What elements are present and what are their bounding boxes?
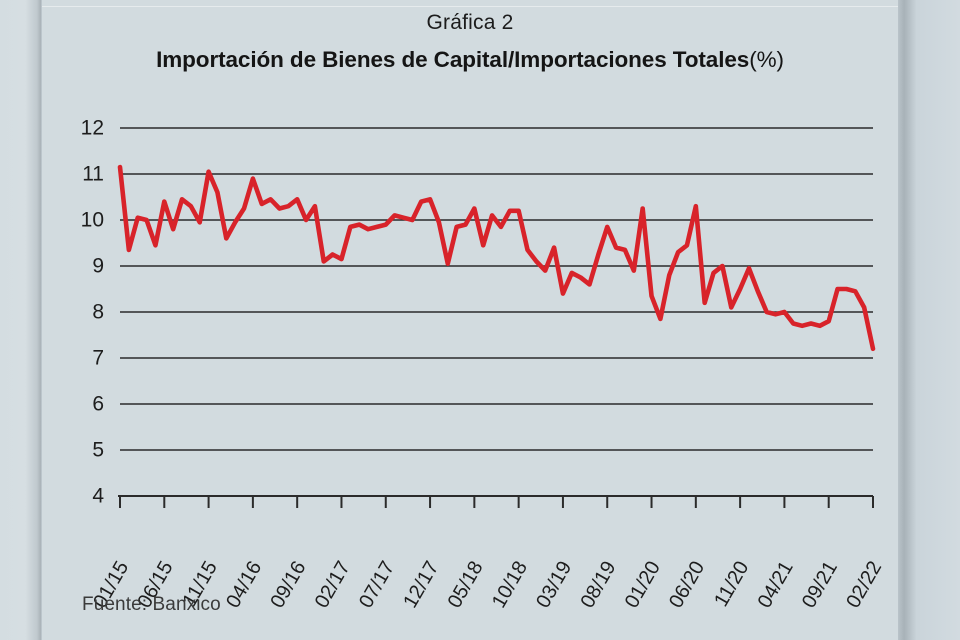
y-axis-tick-label: 9 — [92, 255, 104, 278]
chart-suptitle: Gráfica 2 — [426, 11, 514, 34]
x-axis-tick-label: 06/20 — [665, 558, 709, 612]
y-axis-tick-label: 7 — [92, 347, 104, 370]
gridlines-group — [120, 127, 873, 497]
y-axis-tick-label: 11 — [82, 163, 104, 186]
x-axis-tick-label: 07/17 — [355, 558, 399, 612]
chart-title-main: Importación de Bienes de Capital/Importa… — [156, 47, 750, 72]
x-axis-tick-label: 10/18 — [488, 558, 532, 612]
y-axis-tick-label: 10 — [81, 209, 104, 232]
y-axis-tick-label: 12 — [81, 117, 104, 140]
x-axis-tick-label: 12/17 — [399, 558, 443, 612]
x-axis-tick-label: 01/20 — [621, 558, 665, 612]
x-axis-tick-label: 03/19 — [532, 558, 576, 612]
x-axis-tick-label: 08/19 — [576, 558, 620, 612]
y-axis-tick-label: 4 — [92, 485, 104, 508]
page-gutter-left — [0, 0, 42, 640]
page-title: Importación de Bienes de Capital/Importa… — [42, 45, 898, 75]
x-axis-tick-label: 04/21 — [754, 558, 798, 612]
y-axis-tick-label: 6 — [92, 393, 104, 416]
x-axis-tick-label: 09/16 — [266, 558, 310, 612]
x-axis-group — [118, 495, 874, 508]
x-axis-tick-label: 05/18 — [444, 558, 488, 612]
y-axis-labels-group: 12 11 10 9 8 7 6 5 4 — [81, 117, 105, 508]
x-axis-tick-label: 09/21 — [798, 558, 842, 612]
x-axis-tick-label: 02/17 — [311, 558, 355, 612]
x-axis-tick-label: 02/22 — [842, 558, 886, 612]
x-axis-tick-label: 04/16 — [222, 558, 266, 612]
source-note: Fuente: Banxico — [82, 594, 221, 615]
page-gutter-right — [898, 0, 960, 640]
series-line-capital-goods-share — [117, 164, 876, 352]
y-axis-tick-label: 8 — [92, 301, 104, 324]
page-card — [42, 0, 898, 640]
x-axis-tick-label: 11/20 — [710, 558, 753, 611]
chart-title-units: (%) — [749, 47, 784, 72]
title-block: Gráfica 2 Importación de Bienes de Capit… — [42, 8, 898, 75]
y-axis-tick-label: 5 — [92, 439, 104, 462]
